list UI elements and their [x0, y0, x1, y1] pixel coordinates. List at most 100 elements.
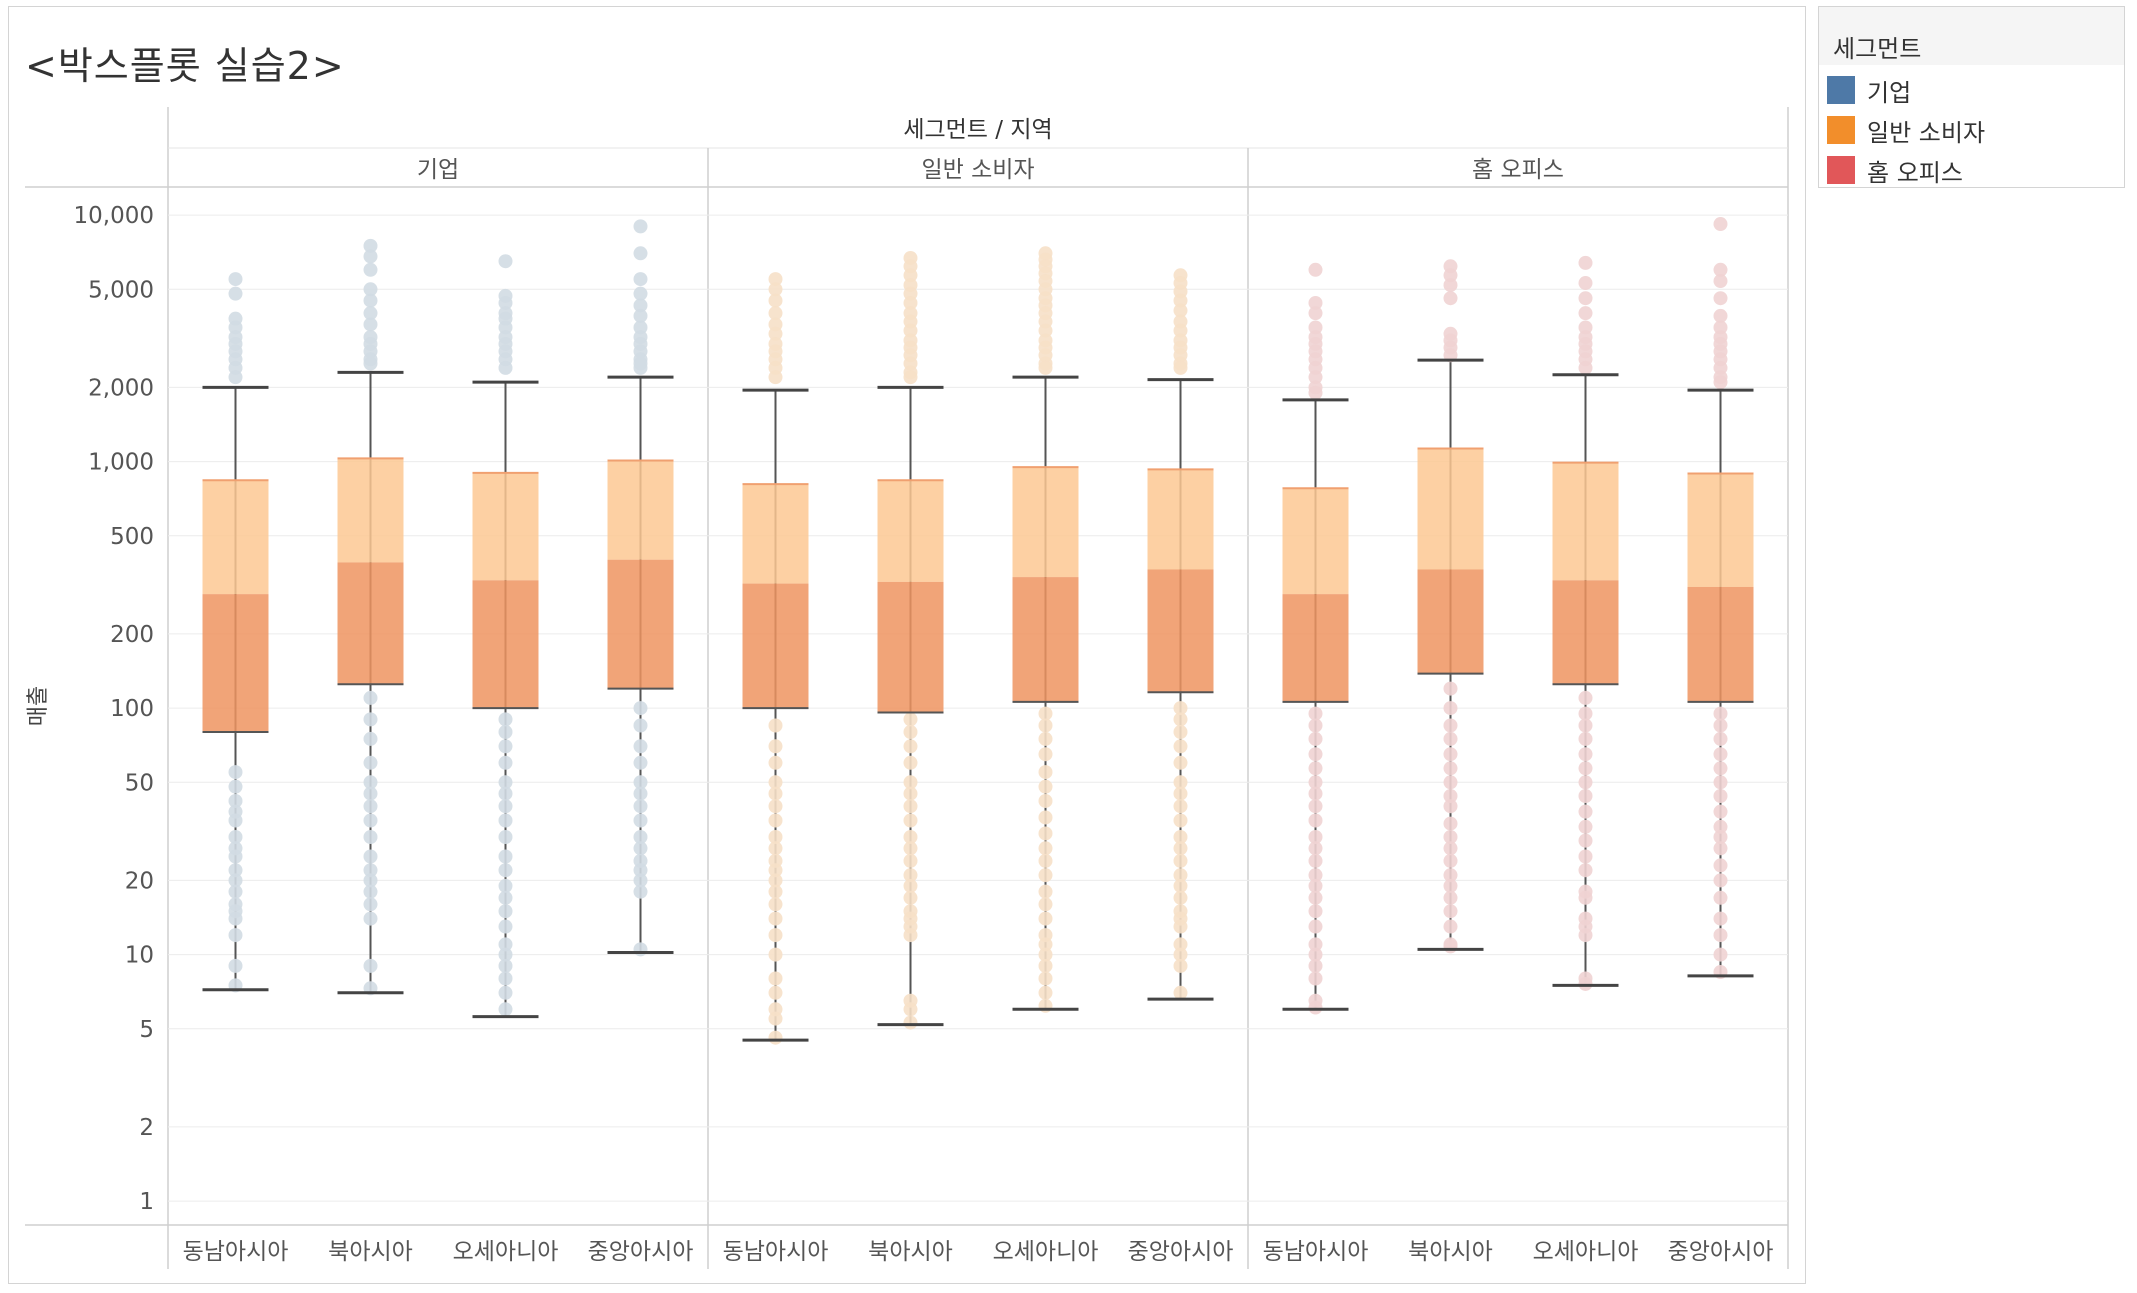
outlier-point — [228, 829, 243, 844]
outlier-point — [903, 755, 918, 770]
panel-header: 홈 오피스 — [1472, 157, 1564, 183]
box-upper — [607, 460, 674, 560]
outlier-point — [228, 813, 243, 828]
box-upper — [1147, 469, 1214, 570]
outlier-point — [768, 947, 783, 962]
outlier-point — [498, 829, 513, 844]
outlier-point — [498, 813, 513, 828]
outlier-point — [1443, 701, 1458, 716]
y-tick-label: 100 — [110, 696, 154, 722]
outlier-point — [1308, 731, 1323, 746]
outlier-point — [363, 897, 378, 912]
outlier-point — [903, 868, 918, 883]
legend-swatch — [1827, 156, 1855, 184]
outlier-point — [1308, 786, 1323, 801]
outlier-point — [1038, 731, 1053, 746]
outlier-point — [1713, 731, 1728, 746]
outlier-point — [1038, 747, 1053, 762]
outlier-point — [903, 786, 918, 801]
outlier-point — [1173, 878, 1188, 893]
x-tick-label: 동남아시아 — [1263, 1239, 1369, 1265]
outlier-point — [498, 958, 513, 973]
legend-item-home-office[interactable]: 홈 오피스 — [1827, 153, 1963, 187]
outlier-point — [1173, 323, 1188, 338]
outlier-point — [498, 799, 513, 814]
outlier-point — [363, 775, 378, 790]
box-upper — [742, 484, 809, 584]
outlier-point — [1578, 761, 1593, 776]
x-tick-label: 북아시아 — [328, 1239, 413, 1265]
outlier-point — [1443, 291, 1458, 306]
outlier-point — [1173, 890, 1188, 905]
outlier-point — [363, 873, 378, 888]
legend-item-consumer[interactable]: 일반 소비자 — [1827, 113, 1985, 147]
outlier-point — [1308, 1000, 1323, 1015]
y-axis-label: 매출 — [26, 686, 51, 726]
outlier-point — [1443, 853, 1458, 868]
outlier-point — [1308, 919, 1323, 934]
outlier-point — [1443, 681, 1458, 696]
outlier-point — [1578, 747, 1593, 762]
outlier-point — [903, 890, 918, 905]
outlier-point — [1578, 718, 1593, 733]
outlier-point — [1443, 841, 1458, 856]
outlier-point — [498, 724, 513, 739]
outlier-point — [1713, 718, 1728, 733]
outlier-point — [1308, 813, 1323, 828]
outlier-point — [1443, 718, 1458, 733]
outlier-point — [903, 829, 918, 844]
outlier-point — [1308, 799, 1323, 814]
outlier-point — [363, 799, 378, 814]
outlier-point — [1443, 747, 1458, 762]
outlier-point — [1578, 849, 1593, 864]
outlier-point — [633, 739, 648, 754]
outlier-point — [903, 295, 918, 310]
outlier-point — [1578, 255, 1593, 270]
box-lower — [742, 583, 809, 709]
outlier-point — [228, 958, 243, 973]
outlier-point — [363, 712, 378, 727]
outlier-point — [1713, 262, 1728, 277]
outlier-point — [1038, 958, 1053, 973]
outlier-point — [1038, 971, 1053, 986]
outlier-point — [1173, 958, 1188, 973]
outlier-point — [1443, 788, 1458, 803]
outlier-point — [1038, 911, 1053, 926]
outlier-point — [1713, 804, 1728, 819]
outlier-point — [1308, 878, 1323, 893]
outlier-point — [633, 863, 648, 878]
outlier-point — [633, 219, 648, 234]
outlier-point — [363, 293, 378, 308]
outlier-point — [1173, 937, 1188, 952]
outlier-point — [768, 971, 783, 986]
chart-panel: <박스플롯 실습2> 세그먼트 / 지역 기업 일반 소비자 홈 오피스 1 2 5 10 20… — [8, 6, 1806, 1284]
outlier-point — [228, 884, 243, 899]
y-tick-label: 1 — [139, 1189, 154, 1215]
outlier-point — [1578, 890, 1593, 905]
outlier-point — [1443, 278, 1458, 293]
box-upper — [337, 458, 404, 563]
outlier-point — [498, 360, 513, 375]
outlier-point — [1173, 853, 1188, 868]
outlier-point — [768, 718, 783, 733]
outlier-point — [498, 985, 513, 1000]
legend-item-corporate[interactable]: 기업 — [1827, 73, 1911, 107]
outlier-point — [1173, 829, 1188, 844]
outlier-point — [498, 919, 513, 934]
box-lower — [1417, 569, 1484, 674]
box-lower — [1012, 577, 1079, 702]
outlier-point — [633, 298, 648, 313]
outlier-point — [1308, 370, 1323, 385]
outlier-point — [1443, 868, 1458, 883]
outlier-point — [228, 911, 243, 926]
outlier-point — [1038, 765, 1053, 780]
outlier-point — [1038, 793, 1053, 808]
outlier-point — [498, 320, 513, 335]
y-tick-label: 200 — [110, 622, 154, 648]
y-tick-label: 5 — [139, 1017, 154, 1043]
x-tick-label: 동남아시아 — [183, 1239, 289, 1265]
outlier-point — [1173, 947, 1188, 962]
outlier-point — [363, 911, 378, 926]
outlier-point — [768, 799, 783, 814]
box-upper — [1687, 473, 1754, 587]
